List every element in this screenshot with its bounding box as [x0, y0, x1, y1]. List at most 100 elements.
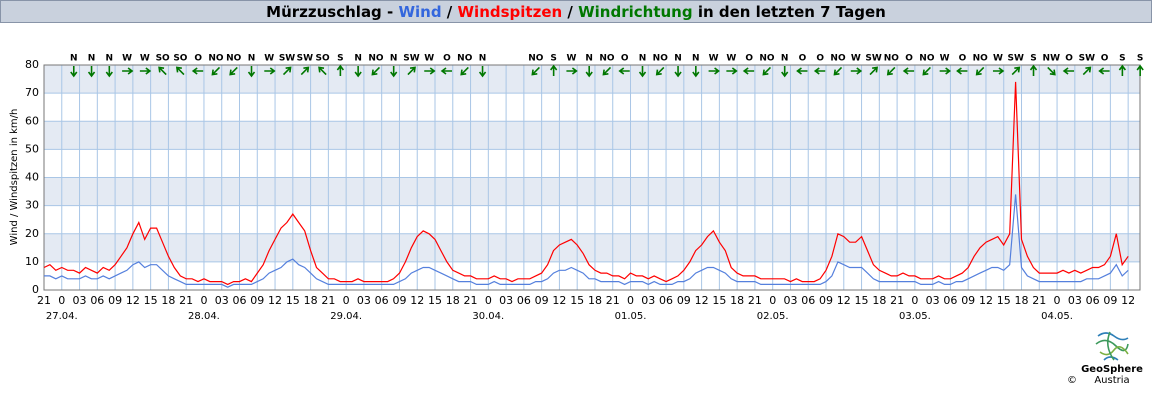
direction-label: O — [1101, 54, 1109, 64]
x-tick-label: 18 — [1015, 294, 1029, 307]
direction-arrow — [850, 67, 863, 75]
direction-arrow — [229, 66, 238, 76]
x-tick-label: 21 — [464, 294, 478, 307]
direction-arrow — [833, 66, 843, 76]
direction-label: N — [248, 54, 256, 64]
direction-arrow — [175, 66, 185, 76]
direction-label: S — [1119, 54, 1125, 64]
x-tick-label: 06 — [1086, 294, 1100, 307]
x-tick-label: 09 — [392, 294, 406, 307]
x-tick-label: 09 — [819, 294, 833, 307]
direction-label: N — [585, 54, 593, 64]
direction-label: N — [88, 54, 96, 64]
direction-label: W — [122, 54, 132, 64]
date-label: 30.04. — [472, 311, 504, 322]
x-tick-label: 15 — [712, 294, 726, 307]
y-tick-label: 60 — [25, 114, 39, 127]
x-tick-label: 09 — [108, 294, 122, 307]
x-tick-label: 18 — [161, 294, 175, 307]
direction-label: NO — [653, 54, 669, 64]
logo-sub: Austria — [1094, 375, 1129, 386]
x-tick-label: 09 — [1103, 294, 1117, 307]
x-tick-label: 12 — [979, 294, 993, 307]
direction-label: NO — [919, 54, 935, 64]
direction-label: S — [337, 54, 343, 64]
direction-arrow — [726, 67, 738, 75]
direction-arrow — [282, 66, 292, 76]
x-tick-label: 0 — [627, 294, 634, 307]
background-band — [44, 65, 1140, 94]
direction-label: S — [550, 54, 556, 64]
direction-label: N — [390, 54, 398, 64]
direction-arrow — [1136, 64, 1144, 76]
x-tick-label: 06 — [517, 294, 531, 307]
direction-label: SW — [1079, 54, 1095, 64]
direction-label: NW — [1043, 54, 1061, 64]
title-gust: Windspitzen — [458, 3, 563, 21]
direction-label: SW — [297, 54, 313, 64]
direction-label: N — [354, 54, 362, 64]
y-tick-label: 0 — [32, 283, 39, 296]
direction-arrow — [87, 66, 96, 78]
direction-label: NO — [368, 54, 384, 64]
x-tick-label: 21 — [748, 294, 762, 307]
x-tick-label: 12 — [268, 294, 282, 307]
direction-arrow — [1118, 64, 1127, 76]
direction-arrow — [300, 66, 310, 76]
direction-arrow — [531, 66, 540, 76]
direction-arrow — [424, 67, 436, 75]
direction-arrow — [602, 66, 612, 76]
direction-label: O — [959, 54, 967, 64]
date-label: 03.05. — [899, 311, 931, 322]
x-tick-label: 06 — [659, 294, 673, 307]
x-tick-label: 0 — [485, 294, 492, 307]
x-tick-label: 12 — [552, 294, 566, 307]
x-tick-label: 21 — [179, 294, 193, 307]
direction-arrow — [655, 66, 665, 76]
direction-arrow — [122, 67, 134, 75]
direction-label: W — [940, 54, 950, 64]
x-tick-label: 18 — [446, 294, 460, 307]
direction-label: SW — [1008, 54, 1024, 64]
direction-label: W — [851, 54, 861, 64]
x-tick-label: 15 — [144, 294, 158, 307]
direction-label: NO — [759, 54, 775, 64]
y-tick-label: 40 — [25, 171, 39, 184]
background-band — [44, 121, 1140, 150]
x-tick-label: 03 — [73, 294, 87, 307]
direction-arrow — [440, 67, 453, 75]
direction-label: SW — [865, 54, 881, 64]
date-label: 04.05. — [1041, 311, 1073, 322]
direction-arrow — [371, 66, 381, 76]
direction-label: W — [566, 54, 576, 64]
x-tick-label: 0 — [1054, 294, 1061, 307]
x-tick-label: 21 — [321, 294, 335, 307]
x-tick-label: 03 — [499, 294, 513, 307]
y-axis-label: Wind / Windspitzen in km/h — [9, 109, 20, 246]
x-tick-label: 0 — [911, 294, 918, 307]
x-tick-label: 03 — [1068, 294, 1082, 307]
y-tick-label: 50 — [25, 142, 39, 155]
direction-label: O — [745, 54, 753, 64]
x-tick-label: 03 — [357, 294, 371, 307]
direction-label: NO — [226, 54, 242, 64]
date-label: 28.04. — [188, 311, 220, 322]
x-tick-label: 0 — [343, 294, 350, 307]
direction-label: N — [106, 54, 114, 64]
date-label: 01.05. — [615, 311, 647, 322]
direction-arrow — [460, 66, 469, 76]
direction-label: W — [709, 54, 719, 64]
direction-arrow — [247, 66, 256, 78]
direction-arrow — [869, 66, 879, 76]
date-label: 02.05. — [757, 311, 789, 322]
direction-label: O — [443, 54, 451, 64]
x-tick-label: 12 — [126, 294, 140, 307]
background-band — [44, 177, 1140, 206]
x-tick-label: 15 — [855, 294, 869, 307]
direction-arrow — [638, 66, 647, 78]
direction-label: NO — [973, 54, 989, 64]
direction-arrow — [407, 66, 416, 76]
direction-arrow — [1062, 67, 1075, 75]
x-tick-label: 15 — [428, 294, 442, 307]
x-tick-label: 0 — [58, 294, 65, 307]
